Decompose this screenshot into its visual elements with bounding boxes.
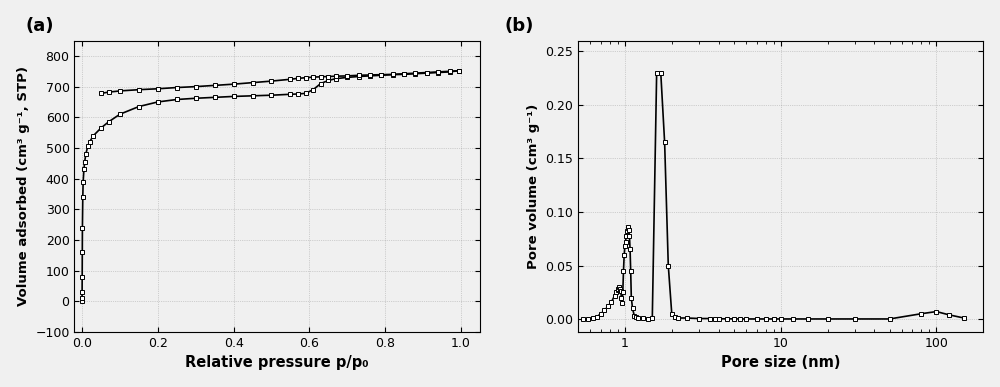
X-axis label: Pore size (nm): Pore size (nm) (721, 355, 840, 370)
Text: (b): (b) (505, 17, 534, 35)
Text: (a): (a) (26, 17, 54, 35)
Y-axis label: Volume adsorbed (cm³ g⁻¹, STP): Volume adsorbed (cm³ g⁻¹, STP) (17, 66, 30, 306)
Y-axis label: Pore volume (cm³ g⁻¹): Pore volume (cm³ g⁻¹) (527, 104, 540, 269)
X-axis label: Relative pressure p/p₀: Relative pressure p/p₀ (185, 355, 369, 370)
